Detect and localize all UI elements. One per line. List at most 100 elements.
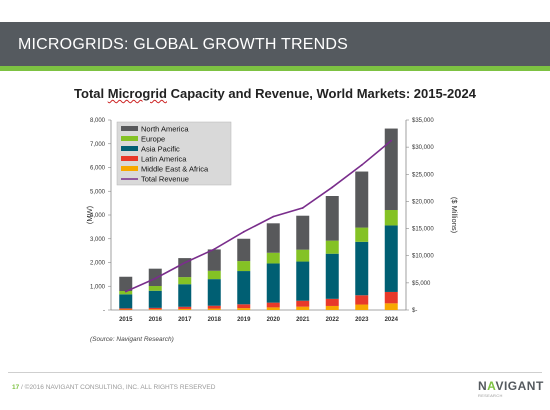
legend-label-1: Europe — [141, 135, 165, 144]
legend-swatch-1 — [121, 136, 138, 141]
bar-middle-east-africa-2021 — [296, 306, 310, 310]
header-accent-bar — [0, 66, 550, 71]
bar-middle-east-africa-2016 — [148, 309, 162, 310]
y-tick-label: 7,000 — [90, 142, 106, 148]
bar-north-america-2015 — [119, 276, 133, 291]
y-axis-title: (MW) — [85, 205, 94, 224]
bar-asia-pacific-2020 — [266, 263, 280, 303]
y2-tick-label: $20,000 — [412, 199, 434, 205]
revenue-point-2018 — [213, 248, 216, 251]
bar-latin-america-2016 — [148, 307, 162, 310]
bar-latin-america-2022 — [325, 298, 339, 306]
legend-swatch-3 — [121, 156, 138, 161]
bar-north-america-2019 — [237, 238, 251, 262]
legend-label-0: North America — [141, 125, 189, 134]
revenue-point-2015 — [124, 290, 127, 293]
x-tick-label: 2018 — [208, 317, 222, 323]
navigant-logo: NAVIGANT — [478, 379, 544, 393]
legend-swatch-0 — [121, 126, 138, 131]
legend-box — [116, 121, 232, 186]
bar-latin-america-2015 — [119, 308, 133, 310]
bar-latin-america-2017 — [178, 306, 192, 309]
footer-copyright: 17 / ©2016 NAVIGANT CONSULTING, INC. ALL… — [12, 384, 215, 391]
bar-asia-pacific-2019 — [237, 271, 251, 305]
bar-middle-east-africa-2017 — [178, 308, 192, 310]
slide-header: MICROGRIDS: GLOBAL GROWTH TRENDS — [0, 22, 550, 66]
bar-asia-pacific-2017 — [178, 284, 192, 307]
y-tick-label: 6,000 — [90, 166, 106, 172]
bar-europe-2024 — [384, 210, 398, 226]
y-tick-label: 4,000 — [90, 213, 106, 219]
legend-label-5: Total Revenue — [141, 175, 189, 184]
bar-europe-2017 — [178, 277, 192, 285]
revenue-point-2024 — [390, 139, 393, 142]
revenue-line — [125, 140, 392, 293]
bar-north-america-2022 — [325, 196, 339, 241]
chart-title-prefix: Total — [74, 86, 108, 101]
bar-middle-east-africa-2023 — [355, 304, 369, 310]
logo-part-2: VIGANT — [495, 379, 544, 393]
bar-north-america-2016 — [148, 268, 162, 287]
revenue-point-2016 — [154, 277, 157, 280]
bar-asia-pacific-2016 — [148, 290, 162, 308]
y-tick-label: 3,000 — [90, 237, 106, 243]
bar-europe-2020 — [266, 252, 280, 264]
bar-latin-america-2024 — [384, 291, 398, 304]
bar-asia-pacific-2022 — [325, 253, 339, 299]
bar-europe-2021 — [296, 249, 310, 262]
revenue-point-2021 — [301, 207, 304, 209]
logo-part-1: N — [478, 379, 488, 393]
x-tick-label: 2021 — [296, 317, 310, 323]
bar-middle-east-africa-2019 — [237, 308, 251, 310]
bar-europe-2018 — [207, 270, 221, 280]
y2-tick-label: $35,000 — [412, 118, 434, 124]
bar-latin-america-2021 — [296, 300, 310, 307]
slide-title: MICROGRIDS: GLOBAL GROWTH TRENDS — [18, 36, 348, 53]
logo-subtitle: RESEARCH — [478, 393, 503, 398]
bar-north-america-2017 — [178, 258, 192, 278]
y2-tick-label: $15,000 — [412, 227, 434, 233]
y2-tick-label: $5,000 — [412, 281, 431, 287]
y-tick-label: 2,000 — [90, 261, 106, 267]
bar-north-america-2024 — [384, 128, 398, 211]
x-tick-label: 2020 — [267, 317, 281, 323]
bar-asia-pacific-2021 — [296, 261, 310, 301]
bar-europe-2023 — [355, 227, 369, 242]
x-tick-label: 2016 — [149, 317, 163, 323]
revenue-point-2017 — [183, 261, 186, 264]
revenue-point-2022 — [331, 186, 334, 189]
revenue-point-2019 — [242, 230, 245, 233]
legend-label-4: Middle East & Africa — [141, 165, 209, 174]
bar-middle-east-africa-2018 — [207, 308, 221, 310]
x-tick-label: 2023 — [355, 317, 369, 323]
page-number: 17 — [12, 384, 20, 391]
legend-swatch-2 — [121, 146, 138, 151]
copyright-text: / ©2016 NAVIGANT CONSULTING, INC. ALL RI… — [19, 384, 216, 391]
bar-asia-pacific-2018 — [207, 279, 221, 306]
bar-asia-pacific-2023 — [355, 241, 369, 296]
bar-north-america-2021 — [296, 215, 310, 250]
y2-axis-title: ($ Millions) — [450, 197, 459, 234]
chart-source: (Source: Navigant Research) — [90, 336, 174, 343]
chart-title-suffix: Capacity and Revenue, World Markets: 201… — [166, 86, 476, 101]
bar-europe-2016 — [148, 286, 162, 291]
y-tick-label: 5,000 — [90, 189, 106, 195]
bar-latin-america-2019 — [237, 304, 251, 309]
bar-north-america-2023 — [355, 171, 369, 228]
bar-europe-2022 — [325, 240, 339, 254]
legend-label-2: Asia Pacific — [141, 145, 180, 154]
bar-north-america-2020 — [266, 223, 280, 253]
y2-tick-label: $30,000 — [412, 145, 434, 151]
microgrid-chart: - 1,000 2,000 3,000 4,000 5,000 6,000 7,000 8,00… — [85, 118, 459, 323]
revenue-point-2023 — [360, 164, 363, 166]
y-tick-label: 1,000 — [90, 284, 106, 290]
y2-tick-label: $- — [412, 308, 417, 314]
bar-europe-2019 — [237, 261, 251, 272]
bar-middle-east-africa-2022 — [325, 305, 339, 310]
x-tick-label: 2019 — [237, 317, 251, 323]
y2-tick-label: $25,000 — [412, 172, 434, 178]
bar-middle-east-africa-2024 — [384, 303, 398, 310]
bar-latin-america-2018 — [207, 305, 221, 309]
revenue-point-2020 — [272, 215, 275, 218]
logo-part-accent: A — [487, 379, 496, 393]
